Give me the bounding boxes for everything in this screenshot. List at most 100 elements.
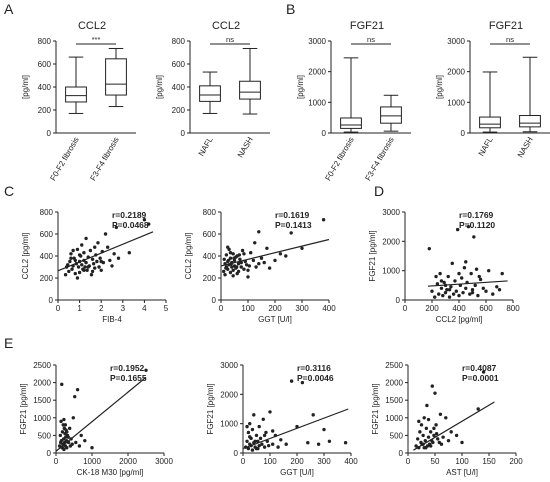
data-point — [224, 266, 228, 270]
data-point — [67, 269, 71, 274]
data-point — [417, 419, 421, 424]
data-point — [80, 263, 84, 267]
data-point — [85, 268, 89, 272]
y-tick-label: 400 — [203, 252, 217, 261]
data-point — [65, 446, 69, 450]
data-point — [232, 256, 236, 260]
data-point — [416, 437, 420, 441]
data-point — [439, 442, 444, 446]
data-point — [478, 277, 483, 282]
data-point — [454, 289, 458, 293]
data-point — [66, 435, 70, 439]
data-point — [441, 293, 445, 298]
data-points — [63, 218, 151, 280]
data-point — [236, 262, 241, 266]
data-point — [250, 427, 255, 432]
data-point — [236, 269, 241, 274]
y-tick-label: 2000 — [447, 68, 465, 77]
data-point — [127, 251, 131, 255]
data-point — [80, 243, 84, 247]
data-point — [250, 448, 255, 452]
data-point — [246, 430, 251, 435]
data-point — [71, 416, 75, 420]
x-tick-label: 50 — [431, 457, 440, 466]
data-point — [246, 446, 251, 451]
data-point — [439, 286, 444, 290]
data-point — [438, 271, 442, 276]
chart-title: FGF21 — [350, 20, 384, 32]
data-point — [260, 442, 264, 446]
data-point — [90, 269, 95, 274]
regression-line — [242, 408, 349, 450]
x-axis-label: GGT [U/l] — [258, 315, 292, 324]
data-point — [71, 248, 75, 253]
data-point — [75, 387, 80, 392]
data-point — [284, 442, 288, 446]
y-tick-label: 2000 — [33, 379, 51, 388]
iqr-box — [199, 85, 221, 102]
panel-label-a: A — [4, 1, 14, 17]
data-point — [444, 416, 448, 420]
data-point — [105, 245, 110, 249]
x-tick-label: 200 — [268, 304, 282, 313]
regression-line — [57, 231, 154, 272]
data-point — [419, 423, 424, 427]
data-point — [322, 427, 326, 432]
y-tick-label: 1500 — [385, 396, 403, 405]
data-point — [58, 440, 63, 445]
box-1 — [380, 94, 402, 132]
iqr-box — [380, 106, 402, 124]
data-point — [88, 248, 93, 253]
data-point — [464, 260, 468, 264]
y-tick-label: 1000 — [308, 98, 326, 107]
y-tick-label: 200 — [38, 106, 52, 115]
x-tick-label: 1 — [77, 304, 82, 313]
chart-title: CCL2 — [212, 20, 240, 32]
y-tick-label: 0 — [399, 449, 404, 458]
data-point — [446, 438, 451, 443]
data-point — [434, 423, 438, 427]
y-tick-label: 400 — [40, 252, 54, 261]
data-points — [427, 224, 504, 299]
x-axis-label: AST [U/l] — [446, 468, 478, 477]
y-axis-label: [pg/ml] — [21, 75, 30, 99]
data-point — [262, 445, 267, 449]
x-tick-label: 100 — [263, 457, 277, 466]
data-point — [95, 259, 99, 264]
data-point — [284, 254, 288, 258]
y-tick-label: 600 — [38, 60, 52, 69]
data-point — [468, 292, 472, 296]
panel-label-b: B — [286, 1, 295, 17]
data-point — [279, 438, 283, 442]
category-label: NASH — [516, 135, 535, 159]
data-point — [238, 257, 242, 261]
x-tick-label: 800 — [506, 304, 520, 313]
category-label: F3-F4 fibrosis — [363, 136, 395, 183]
data-point — [264, 430, 268, 435]
data-point — [69, 256, 73, 260]
significance-label: ns — [506, 35, 514, 44]
data-point — [316, 442, 321, 446]
data-point — [59, 419, 63, 424]
data-point — [82, 268, 86, 272]
correlation-r: r=0.2189 — [112, 210, 147, 220]
data-point — [484, 289, 488, 293]
data-point — [258, 436, 263, 441]
data-point — [418, 430, 422, 434]
data-point — [74, 440, 78, 445]
y-tick-label: 3000 — [220, 361, 238, 370]
data-point — [437, 292, 441, 296]
data-point — [116, 256, 121, 260]
category-label: NAFL — [197, 135, 215, 158]
y-tick-label: 3000 — [382, 208, 400, 217]
data-point — [300, 380, 305, 385]
iqr-box — [105, 58, 127, 96]
data-point — [473, 283, 477, 288]
y-tick-label: 500 — [38, 431, 52, 440]
scatter-chart-8: 0 1000 2000 3000 0 100 200 300 400 GGT [U/l] FGF21… — [206, 361, 358, 477]
data-point — [470, 288, 475, 292]
data-point — [421, 433, 425, 438]
data-point — [454, 433, 459, 438]
data-point — [256, 446, 260, 451]
data-point — [424, 446, 428, 450]
